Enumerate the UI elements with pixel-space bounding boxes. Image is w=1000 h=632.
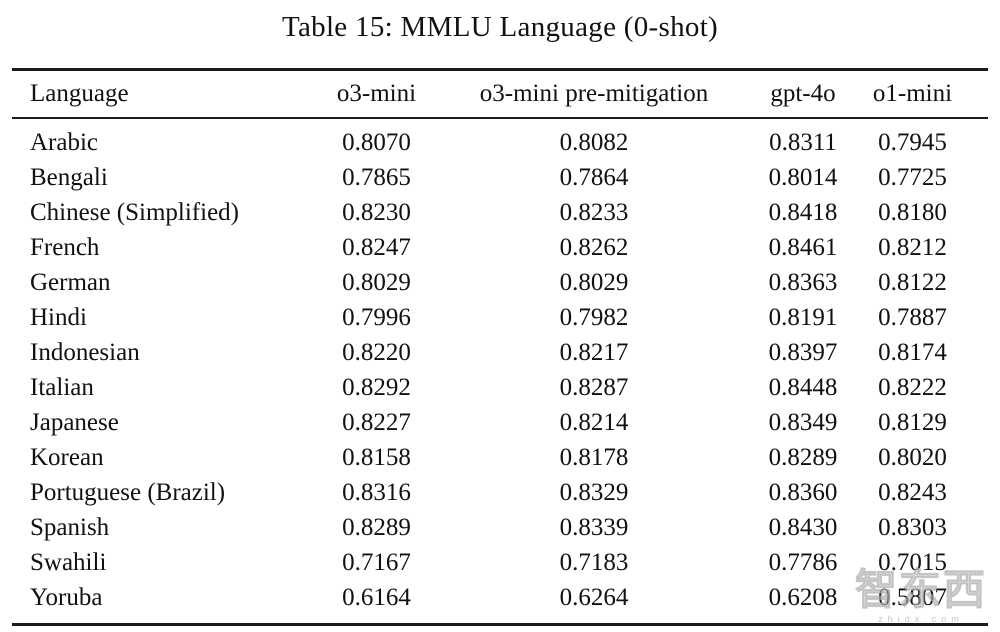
language-cell: French xyxy=(30,233,100,261)
score-cell: 0.8430 xyxy=(768,513,838,541)
score-cell: 0.7982 xyxy=(559,303,629,331)
table-header: Language o3-mini o3-mini pre-mitigation … xyxy=(12,69,988,119)
score-cell: 0.6208 xyxy=(768,583,838,611)
score-cell: 0.8418 xyxy=(768,198,838,226)
score-cell: 0.8082 xyxy=(559,128,629,156)
score-cell: 0.8212 xyxy=(878,233,947,261)
score-cell: 0.8262 xyxy=(559,233,629,261)
column-header-o1-mini: o1-mini xyxy=(867,69,988,119)
score-cell: 0.8191 xyxy=(768,303,838,331)
score-cell: 0.8339 xyxy=(559,513,629,541)
column-header-gpt-4o: gpt-4o xyxy=(739,69,867,119)
score-cell: 0.8289 xyxy=(768,443,838,471)
score-cell: 0.8292 xyxy=(342,373,411,401)
table-row: Hindi 0.7996 0.7982 0.8191 0.7887 xyxy=(12,300,988,335)
language-cell: Japanese xyxy=(30,408,119,436)
score-cell: 0.8214 xyxy=(559,408,629,436)
score-cell: 0.8014 xyxy=(768,163,838,191)
score-cell: 0.8220 xyxy=(342,338,411,366)
score-cell: 0.8178 xyxy=(559,443,629,471)
score-cell: 0.8029 xyxy=(342,268,411,296)
table-row: Italian 0.8292 0.8287 0.8448 0.8222 xyxy=(12,370,988,405)
score-cell: 0.8230 xyxy=(342,198,411,226)
language-cell: Italian xyxy=(30,373,94,401)
score-cell: 0.7015 xyxy=(878,548,947,576)
table-row: Korean 0.8158 0.8178 0.8289 0.8020 xyxy=(12,440,988,475)
table-row: Portuguese (Brazil) 0.8316 0.8329 0.8360 0.8… xyxy=(12,475,988,510)
table-row: Chinese (Simplified) 0.8230 0.8233 0.8418 0.… xyxy=(12,195,988,230)
score-cell: 0.8070 xyxy=(342,128,411,156)
score-cell: 0.7725 xyxy=(878,163,947,191)
score-cell: 0.8448 xyxy=(768,373,838,401)
column-header-o3-mini: o3-mini xyxy=(304,69,449,119)
table-row: Japanese 0.8227 0.8214 0.8349 0.8129 xyxy=(12,405,988,440)
language-cell: Spanish xyxy=(30,513,110,541)
score-cell: 0.8303 xyxy=(878,513,947,541)
score-cell: 0.7183 xyxy=(559,548,629,576)
score-cell: 0.8289 xyxy=(342,513,411,541)
score-cell: 0.5807 xyxy=(878,583,947,611)
mmlu-language-table: Language o3-mini o3-mini pre-mitigation … xyxy=(12,68,988,626)
score-cell: 0.8247 xyxy=(342,233,411,261)
language-cell: Bengali xyxy=(30,163,108,191)
table-body: Arabic 0.8070 0.8082 0.8311 0.7945 Bengali 0.7… xyxy=(12,118,988,625)
score-cell: 0.8029 xyxy=(559,268,629,296)
score-cell: 0.6164 xyxy=(342,583,411,611)
score-cell: 0.8461 xyxy=(768,233,838,261)
column-header-language: Language xyxy=(12,69,304,119)
score-cell: 0.8329 xyxy=(559,478,629,506)
language-cell: Yoruba xyxy=(30,583,103,611)
score-cell: 0.7167 xyxy=(342,548,411,576)
table-row: Indonesian 0.8220 0.8217 0.8397 0.8174 xyxy=(12,335,988,370)
language-cell: Swahili xyxy=(30,548,107,576)
table-row: French 0.8247 0.8262 0.8461 0.8212 xyxy=(12,230,988,265)
language-cell: Chinese (Simplified) xyxy=(30,198,239,226)
language-cell: German xyxy=(30,268,111,296)
table-row: Spanish 0.8289 0.8339 0.8430 0.8303 xyxy=(12,510,988,545)
language-cell: Portuguese (Brazil) xyxy=(30,478,226,506)
score-cell: 0.7996 xyxy=(342,303,411,331)
score-cell: 0.7786 xyxy=(768,548,838,576)
language-cell: Arabic xyxy=(30,128,99,156)
table-row: Bengali 0.7865 0.7864 0.8014 0.7725 xyxy=(12,160,988,195)
score-cell: 0.8222 xyxy=(878,373,947,401)
score-cell: 0.8311 xyxy=(769,128,837,156)
score-cell: 0.8243 xyxy=(878,478,947,506)
language-cell: Korean xyxy=(30,443,104,471)
score-cell: 0.8287 xyxy=(559,373,629,401)
score-cell: 0.8349 xyxy=(768,408,838,436)
score-cell: 0.6264 xyxy=(559,583,629,611)
score-cell: 0.8316 xyxy=(342,478,411,506)
table-row: Swahili 0.7167 0.7183 0.7786 0.7015 xyxy=(12,545,988,580)
score-cell: 0.8397 xyxy=(768,338,838,366)
score-cell: 0.8233 xyxy=(559,198,629,226)
score-cell: 0.8227 xyxy=(342,408,411,436)
score-cell: 0.8363 xyxy=(768,268,838,296)
score-cell: 0.8217 xyxy=(559,338,629,366)
score-cell: 0.8180 xyxy=(878,198,947,226)
language-cell: Indonesian xyxy=(30,338,140,366)
table-row: Arabic 0.8070 0.8082 0.8311 0.7945 xyxy=(12,118,988,160)
score-cell: 0.8122 xyxy=(878,268,947,296)
score-cell: 0.8158 xyxy=(342,443,411,471)
score-cell: 0.8129 xyxy=(878,408,947,436)
score-cell: 0.7865 xyxy=(342,163,411,191)
column-header-o3-mini-pre-mitigation: o3-mini pre-mitigation xyxy=(449,69,739,119)
score-cell: 0.7864 xyxy=(559,163,629,191)
score-cell: 0.8360 xyxy=(768,478,838,506)
header-row: Language o3-mini o3-mini pre-mitigation … xyxy=(12,69,988,119)
score-cell: 0.7887 xyxy=(878,303,947,331)
language-cell: Hindi xyxy=(30,303,87,331)
score-cell: 0.7945 xyxy=(878,128,947,156)
table-row: German 0.8029 0.8029 0.8363 0.8122 xyxy=(12,265,988,300)
table-row: Yoruba 0.6164 0.6264 0.6208 0.5807 xyxy=(12,580,988,625)
table-caption: Table 15: MMLU Language (0-shot) xyxy=(281,11,719,43)
score-cell: 0.8020 xyxy=(878,443,947,471)
score-cell: 0.8174 xyxy=(878,338,947,366)
